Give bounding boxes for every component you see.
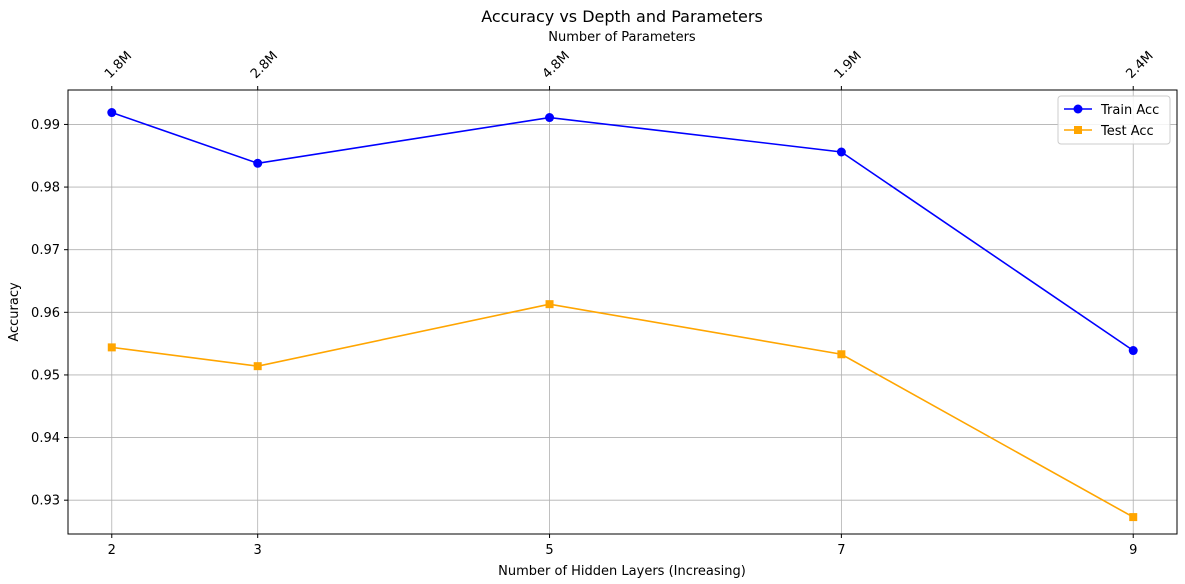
x-axis-label: Number of Hidden Layers (Increasing) [498,564,746,579]
series-test-acc [107,300,1138,522]
data-point [107,343,116,352]
data-point [253,362,262,371]
x-tick-label: 5 [545,543,553,558]
x-tick-label: 2 [108,543,116,558]
y-tick-label: 0.95 [31,368,60,383]
data-point [545,300,554,309]
y-tick-label: 0.98 [31,181,60,196]
legend-box [1057,95,1171,145]
y-tick-label: 0.96 [31,306,60,321]
legend-test-label: Test Acc [1100,124,1154,139]
data-point [253,158,263,168]
y-tick-label: 0.93 [31,494,60,509]
x-tick-label: 3 [254,543,262,558]
x-tick-label: 9 [1129,543,1137,558]
data-point [836,147,846,157]
chart-title: Accuracy vs Depth and Parameters [481,7,763,26]
bottom-x-axis: 2 3 5 7 9 [108,534,1137,558]
y-axis: 0.93 0.94 0.95 0.96 0.97 0.98 0.99 [31,118,68,509]
legend-train-marker [1073,104,1083,114]
grid-layer [68,90,1177,534]
y-tick-label: 0.97 [31,243,60,258]
series-layer [107,108,1138,522]
data-point [1128,346,1138,356]
data-point [545,113,555,123]
data-point [107,108,117,118]
x-tick-label: 7 [837,543,845,558]
y-axis-label: Accuracy [7,282,22,342]
y-tick-label: 0.99 [31,118,60,133]
series-train-acc [107,108,1138,356]
data-point [1129,513,1138,522]
legend-test-marker [1074,126,1082,134]
legend-train-label: Train Acc [1100,103,1159,118]
data-point [837,350,846,359]
top-x-axis-label: Number of Parameters [548,30,696,45]
legend: Train Acc Test Acc [1057,95,1171,145]
y-tick-label: 0.94 [31,431,60,446]
